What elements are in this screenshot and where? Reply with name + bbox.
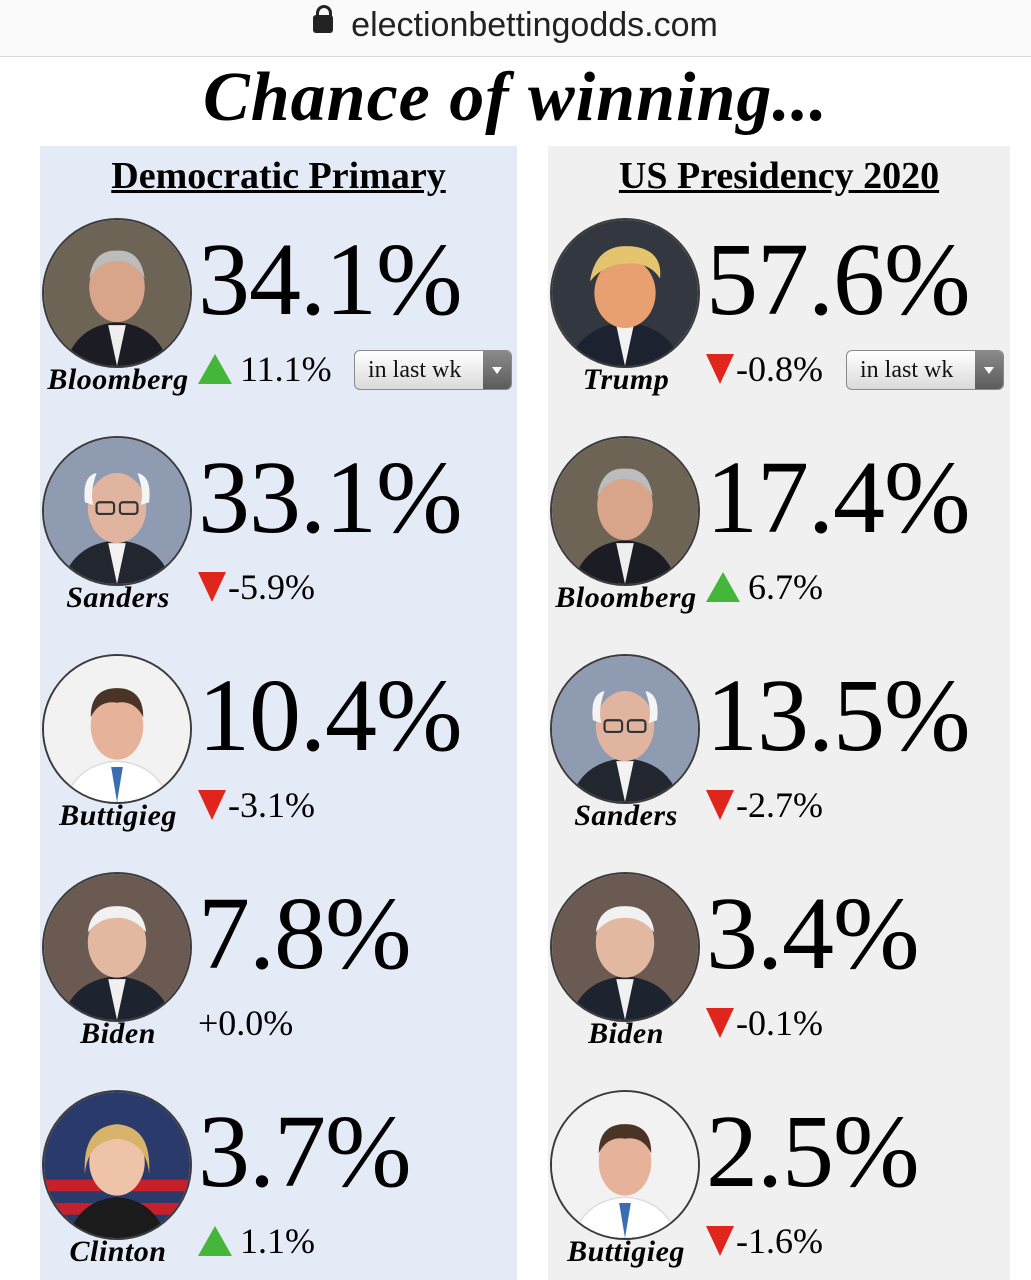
candidate-name: Bloomberg xyxy=(47,363,189,396)
candidate-photo xyxy=(550,654,700,804)
change-value: 1.1% xyxy=(240,1221,315,1261)
candidate-row: Biden 3.4% -0.1% xyxy=(548,872,1010,1090)
candidate-photo xyxy=(550,872,700,1022)
chevron-down-icon xyxy=(483,351,511,389)
change-value: -0.1% xyxy=(736,1003,823,1043)
arrow-down-icon xyxy=(706,1226,734,1256)
lock-icon xyxy=(313,5,334,34)
arrow-up-icon xyxy=(198,354,232,384)
candidate-name: Clinton xyxy=(69,1235,167,1268)
candidate-row: Trump 57.6% -0.8% xyxy=(548,218,1010,436)
candidate-row: Clinton 3.7% 1.1% xyxy=(40,1090,517,1280)
period-select[interactable]: in last wk xyxy=(846,350,1004,390)
win-percentage: 7.8% xyxy=(198,876,412,991)
change-value: -5.9% xyxy=(228,567,315,607)
win-percentage: 57.6% xyxy=(706,222,971,337)
candidate-name: Bloomberg xyxy=(555,581,697,614)
candidate-photo xyxy=(550,436,700,586)
candidate-row: Bloomberg 34.1% 11.1% xyxy=(40,218,517,436)
candidate-photo xyxy=(42,218,192,368)
candidate-row: Biden 7.8% +0.0% xyxy=(40,872,517,1090)
chevron-down-icon xyxy=(975,351,1003,389)
arrow-down-icon xyxy=(706,1008,734,1038)
arrow-down-icon xyxy=(198,790,226,820)
win-percentage: 3.7% xyxy=(198,1094,412,1209)
candidate-photo xyxy=(42,872,192,1022)
us-presidency-panel: US Presidency 2020 Trump 57.6% -0.8% Blo… xyxy=(548,146,1010,1280)
change-value: -2.7% xyxy=(736,785,823,825)
page-title: Chance of winning... xyxy=(203,59,828,136)
period-select-value: in last wk xyxy=(368,357,462,383)
browser-url-bar[interactable]: electionbettingodds.com xyxy=(0,0,1031,57)
weekly-change: 6.7% xyxy=(706,566,823,608)
candidate-photo xyxy=(42,1090,192,1240)
candidate-name: Sanders xyxy=(66,581,170,614)
weekly-change: +0.0% xyxy=(198,1002,293,1044)
weekly-change: -5.9% xyxy=(198,566,315,608)
candidate-row: Sanders 13.5% -2.7% xyxy=(548,654,1010,872)
candidate-photo xyxy=(550,1090,700,1240)
weekly-change: -2.7% xyxy=(706,784,823,826)
democratic-primary-panel: Democratic Primary Bloomberg 34.1% 11.1%… xyxy=(40,146,517,1280)
column-heading: US Presidency 2020 xyxy=(618,155,940,197)
win-percentage: 2.5% xyxy=(706,1094,920,1209)
arrow-up-icon xyxy=(198,1226,232,1256)
period-select-value: in last wk xyxy=(860,357,954,383)
candidate-name: Biden xyxy=(588,1017,664,1050)
change-value: -1.6% xyxy=(736,1221,823,1261)
candidate-photo xyxy=(550,218,700,368)
win-percentage: 10.4% xyxy=(198,658,463,773)
candidate-name: Trump xyxy=(582,363,670,396)
win-percentage: 33.1% xyxy=(198,440,463,555)
candidate-name: Sanders xyxy=(574,799,678,832)
candidate-row: Buttigieg 10.4% -3.1% xyxy=(40,654,517,872)
win-percentage: 34.1% xyxy=(198,222,463,337)
arrow-down-icon xyxy=(706,354,734,384)
candidate-row: Sanders 33.1% -5.9% xyxy=(40,436,517,654)
change-value: 11.1% xyxy=(240,349,332,389)
candidate-name: Buttigieg xyxy=(59,799,177,832)
win-percentage: 13.5% xyxy=(706,658,971,773)
period-select[interactable]: in last wk xyxy=(354,350,512,390)
weekly-change: -1.6% xyxy=(706,1220,823,1262)
change-value: 6.7% xyxy=(748,567,823,607)
candidate-photo xyxy=(42,654,192,804)
win-percentage: 3.4% xyxy=(706,876,920,991)
change-value: -3.1% xyxy=(228,785,315,825)
candidate-photo xyxy=(42,436,192,586)
weekly-change: -0.1% xyxy=(706,1002,823,1044)
weekly-change: 11.1% xyxy=(198,348,332,390)
candidate-row: Bloomberg 17.4% 6.7% xyxy=(548,436,1010,654)
arrow-up-icon xyxy=(706,572,740,602)
change-value: +0.0% xyxy=(198,1003,294,1043)
weekly-change: -3.1% xyxy=(198,784,315,826)
url-text: electionbettingodds.com xyxy=(351,6,718,44)
change-value: -0.8% xyxy=(736,349,823,389)
column-heading: Democratic Primary xyxy=(111,155,446,197)
weekly-change: 1.1% xyxy=(198,1220,315,1262)
arrow-down-icon xyxy=(198,572,226,602)
candidate-row: Buttigieg 2.5% -1.6% xyxy=(548,1090,1010,1280)
weekly-change: -0.8% xyxy=(706,348,823,390)
arrow-down-icon xyxy=(706,790,734,820)
win-percentage: 17.4% xyxy=(706,440,971,555)
candidate-name: Buttigieg xyxy=(567,1235,685,1268)
candidate-name: Biden xyxy=(80,1017,156,1050)
